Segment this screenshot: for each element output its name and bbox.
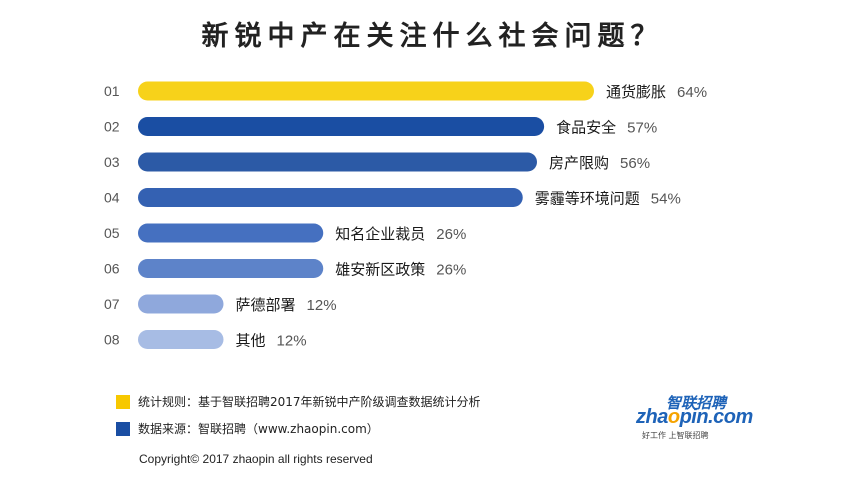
logo-en-o: o [667, 406, 680, 428]
bar [138, 152, 537, 172]
legend-swatch-yellow [116, 394, 130, 409]
rank-label: 05 [104, 225, 120, 241]
legend-item-rule: 统计规则：基于智联招聘2017年新锐中产阶级调查数据统计分析 [116, 393, 481, 410]
value-label: 64% [677, 84, 707, 101]
category-label: 雄安新区政策 [335, 261, 425, 279]
bar [138, 259, 324, 278]
rank-label: 08 [104, 332, 120, 348]
category-label: 食品安全 [556, 119, 616, 137]
copyright-text: Copyright© 2017 zhaopin all rights reser… [139, 452, 373, 466]
category-label: 雾霾等环境问题 [535, 190, 640, 208]
bar [138, 223, 324, 243]
value-label: 26% [436, 226, 466, 243]
bar [138, 117, 545, 136]
zhaopin-logo: 智联招聘 zhaopin.com 好工作 上智联招聘 [636, 392, 753, 442]
logo-cn-text: 智联招聘 [666, 394, 727, 412]
rank-label: 02 [104, 119, 120, 135]
bar-chart: 01 通货膨胀 64% 02 食品安全 57% 03 房产限购 56% 04 雾霾等环境问题 54% 0… [104, 81, 707, 350]
logo-en-text: zhaopin.com [636, 406, 753, 429]
logo-en-prefix: zha [636, 406, 668, 428]
value-label: 57% [627, 120, 657, 137]
rank-label: 07 [104, 296, 120, 312]
bar [138, 330, 224, 349]
legend-item-source: 数据来源：智联招聘（www.zhaopin.com） [116, 420, 379, 437]
bar [138, 188, 523, 207]
value-label: 26% [436, 262, 466, 279]
value-label: 56% [620, 155, 650, 172]
logo-en-suffix: pin.com [679, 406, 754, 428]
category-label: 萨德部署 [236, 296, 296, 314]
category-label: 知名企业裁员 [335, 225, 425, 243]
rank-label: 06 [104, 261, 120, 277]
bar [138, 81, 594, 101]
legend-text-rule: 统计规则：基于智联招聘2017年新锐中产阶级调查数据统计分析 [138, 395, 481, 409]
value-label: 54% [651, 191, 681, 208]
value-label: 12% [307, 297, 337, 314]
value-label: 12% [277, 333, 307, 350]
category-label: 通货膨胀 [606, 83, 666, 101]
rank-label: 01 [104, 83, 120, 99]
category-label: 其他 [236, 332, 266, 350]
category-label: 房产限购 [549, 154, 609, 172]
rank-label: 03 [104, 154, 120, 170]
legend-swatch-blue [116, 421, 130, 436]
legend-text-source: 数据来源：智联招聘（www.zhaopin.com） [138, 422, 379, 436]
logo-tagline: 好工作 上智联招聘 [642, 431, 709, 440]
rank-label: 04 [104, 190, 120, 206]
chart-title: 新锐中产在关注什么社会问题？ [201, 21, 664, 52]
bar [138, 294, 224, 314]
